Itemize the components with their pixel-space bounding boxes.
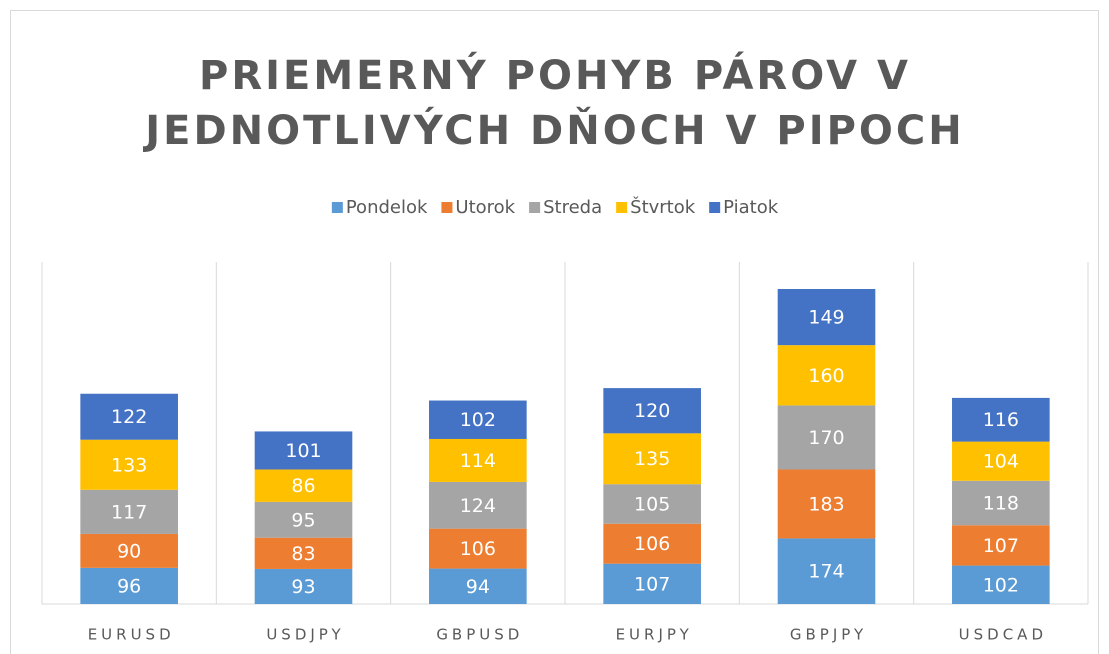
data-label: 102: [460, 409, 496, 431]
bar-segment: [254, 537, 353, 569]
data-label: 104: [983, 451, 1019, 473]
bar-segment: [952, 525, 1050, 566]
bar-segment: [254, 501, 353, 538]
bar-segment: [952, 441, 1050, 481]
legend-swatch: [331, 202, 343, 213]
legend-swatch: [709, 202, 721, 213]
bar-segment: [429, 528, 527, 569]
data-label: 116: [983, 409, 1019, 431]
x-tick-label: USDJPY: [266, 626, 344, 644]
x-tick-label: EURUSD: [88, 626, 175, 644]
data-label: 96: [117, 575, 141, 597]
data-label: 107: [634, 573, 670, 595]
data-label: 149: [808, 307, 844, 329]
x-tick-label: EURJPY: [616, 626, 693, 644]
legend-swatch: [441, 202, 453, 213]
bar-segment: [80, 489, 178, 534]
data-label: 114: [460, 450, 496, 472]
bar-segment: [603, 484, 701, 524]
data-label: 106: [634, 533, 670, 555]
data-label: 101: [285, 440, 321, 462]
data-label: 105: [634, 493, 670, 515]
data-label: 102: [983, 574, 1019, 596]
bar-segment: [80, 567, 178, 604]
data-label: 124: [460, 495, 496, 517]
data-label: 117: [111, 501, 147, 523]
data-label: 120: [634, 400, 670, 422]
bar-segment: [254, 469, 353, 502]
bar-segment: [603, 563, 701, 604]
bar-segment: [952, 565, 1050, 604]
x-tick-label: GBPUSD: [436, 626, 523, 644]
bar-segment: [777, 469, 876, 539]
bar-segment: [80, 439, 178, 490]
bar-segment: [80, 533, 178, 568]
data-label: 95: [291, 509, 315, 531]
bar-segment: [80, 393, 178, 440]
chart-title: JEDNOTLIVÝCH DŇOCH V PIPOCH: [142, 105, 964, 154]
legend-swatch: [616, 202, 628, 213]
x-tick-label: USDCAD: [959, 626, 1047, 644]
bar-segment: [429, 481, 527, 529]
legend-label: Utorok: [455, 197, 515, 218]
bar-segment: [952, 397, 1050, 442]
bar-segment: [429, 568, 527, 604]
bar-segment: [429, 400, 527, 439]
legend-swatch: [529, 202, 541, 213]
bar-segment: [429, 438, 527, 482]
legend-label: Štvrtok: [630, 196, 696, 218]
legend-label: Pondelok: [346, 197, 428, 218]
data-label: 135: [634, 448, 670, 470]
data-label: 133: [111, 454, 147, 476]
bar-segment: [603, 388, 701, 434]
data-label: 160: [808, 365, 844, 387]
bar-segment: [952, 480, 1050, 526]
data-label: 170: [808, 427, 844, 449]
bar-segment: [254, 431, 353, 470]
data-label: 83: [291, 543, 315, 565]
data-label: 90: [117, 540, 141, 562]
bar-segment: [603, 523, 701, 564]
chart-title: PRIEMERNÝ POHYB PÁROV V: [199, 50, 911, 99]
chart-border: [10, 10, 1099, 654]
bar-segment: [254, 568, 353, 604]
bar-segment: [777, 538, 876, 604]
bar-segment: [603, 433, 701, 485]
data-label: 107: [983, 535, 1019, 557]
bar-segment: [777, 289, 876, 346]
data-label: 118: [983, 493, 1019, 515]
data-label: 93: [291, 576, 315, 598]
data-label: 122: [111, 406, 147, 428]
data-label: 94: [466, 576, 490, 598]
x-tick-label: GBPJPY: [790, 626, 867, 644]
data-label: 174: [808, 561, 844, 583]
data-label: 86: [291, 475, 315, 497]
data-label: 183: [808, 493, 844, 515]
legend-label: Piatok: [723, 197, 779, 218]
data-label: 106: [460, 538, 496, 560]
legend-label: Streda: [543, 197, 602, 218]
bar-segment: [777, 405, 876, 470]
bar-segment: [777, 345, 876, 406]
